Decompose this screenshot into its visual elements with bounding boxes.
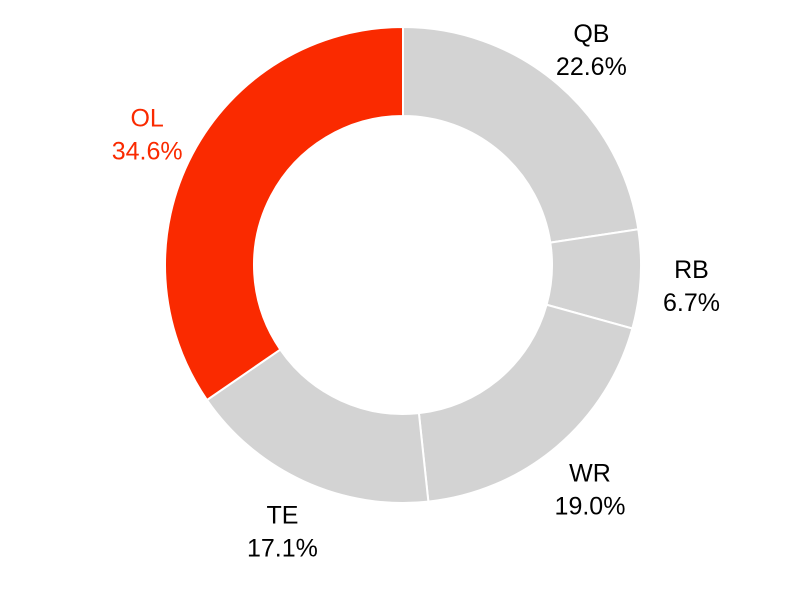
slice-category-wr: WR [569,459,611,487]
slice-category-ol: OL [130,105,163,133]
slice-label-wr: WR 19.0% [555,459,626,520]
slice-label-rb: RB 6.7% [663,256,720,317]
slice-value-ol: 34.6% [112,138,183,166]
slice-category-qb: QB [573,20,609,48]
slice-category-te: TE [266,502,298,530]
slice-labels: QB 22.6% RB 6.7% WR 19.0% TE 17.1% OL 34.6% [112,20,720,563]
slice-value-rb: 6.7% [663,289,720,317]
slice-label-qb: QB 22.6% [556,20,627,81]
slice-wr [417,303,634,503]
slice-value-te: 17.1% [247,535,318,563]
slice-qb [402,25,640,244]
slice-ol [164,25,404,402]
slice-label-te: TE 17.1% [247,502,318,563]
slice-value-wr: 19.0% [555,492,626,520]
slice-label-ol: OL 34.6% [112,105,183,166]
slice-category-rb: RB [674,256,709,284]
slice-value-qb: 22.6% [556,53,627,81]
donut-slices [164,25,642,504]
